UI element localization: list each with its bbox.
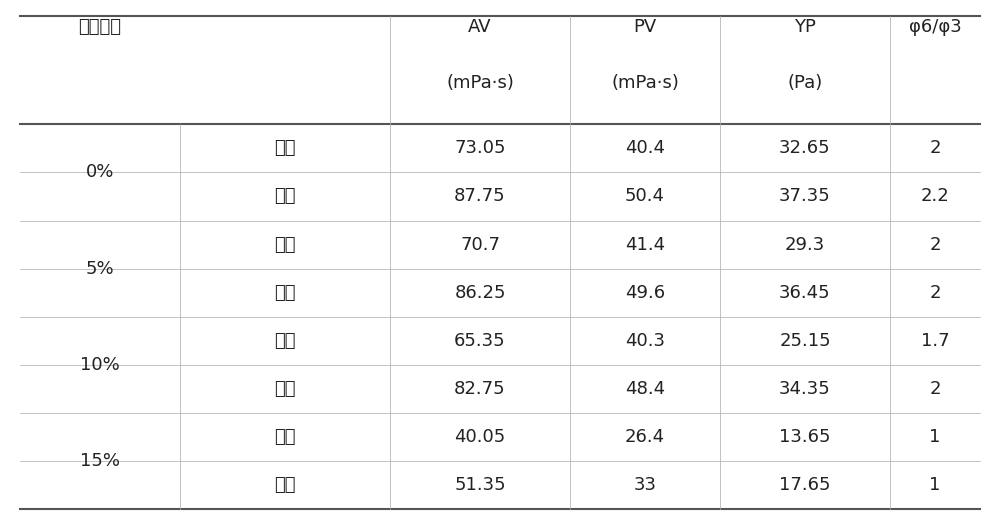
Text: 5%: 5% [86,260,114,278]
Text: φ6/φ3: φ6/φ3 [909,18,961,36]
Text: 清水加量: 清水加量 [78,18,121,36]
Text: YP: YP [794,18,816,36]
Text: 32.65: 32.65 [779,139,831,158]
Text: AV: AV [468,18,492,36]
Text: 17.65: 17.65 [779,476,831,494]
Text: 70.7: 70.7 [460,236,500,254]
Text: 50.4: 50.4 [625,187,665,205]
Text: 滚前: 滚前 [274,332,296,350]
Text: 15%: 15% [80,452,120,470]
Text: 2: 2 [929,284,941,302]
Text: 86.25: 86.25 [454,284,506,302]
Text: 82.75: 82.75 [454,380,506,398]
Text: 1.7: 1.7 [921,332,949,350]
Text: 87.75: 87.75 [454,187,506,205]
Text: 滚后: 滚后 [274,187,296,205]
Text: (mPa·s): (mPa·s) [611,74,679,91]
Text: 73.05: 73.05 [454,139,506,158]
Text: 10%: 10% [80,356,120,374]
Text: (mPa·s): (mPa·s) [446,74,514,91]
Text: 26.4: 26.4 [625,428,665,446]
Text: 2: 2 [929,380,941,398]
Text: 49.6: 49.6 [625,284,665,302]
Text: 2.2: 2.2 [921,187,949,205]
Text: 48.4: 48.4 [625,380,665,398]
Text: 滚后: 滚后 [274,380,296,398]
Text: 2: 2 [929,139,941,158]
Text: 0%: 0% [86,163,114,182]
Text: 1: 1 [929,428,941,446]
Text: 29.3: 29.3 [785,236,825,254]
Text: 34.35: 34.35 [779,380,831,398]
Text: 41.4: 41.4 [625,236,665,254]
Text: PV: PV [633,18,657,36]
Text: (Pa): (Pa) [787,74,823,91]
Text: 40.4: 40.4 [625,139,665,158]
Text: 37.35: 37.35 [779,187,831,205]
Text: 51.35: 51.35 [454,476,506,494]
Text: 滚后: 滚后 [274,476,296,494]
Text: 33: 33 [634,476,656,494]
Text: 滚前: 滚前 [274,139,296,158]
Text: 25.15: 25.15 [779,332,831,350]
Text: 65.35: 65.35 [454,332,506,350]
Text: 1: 1 [929,476,941,494]
Text: 40.3: 40.3 [625,332,665,350]
Text: 40.05: 40.05 [454,428,506,446]
Text: 36.45: 36.45 [779,284,831,302]
Text: 滚后: 滚后 [274,284,296,302]
Text: 滚前: 滚前 [274,236,296,254]
Text: 2: 2 [929,236,941,254]
Text: 13.65: 13.65 [779,428,831,446]
Text: 滚前: 滚前 [274,428,296,446]
